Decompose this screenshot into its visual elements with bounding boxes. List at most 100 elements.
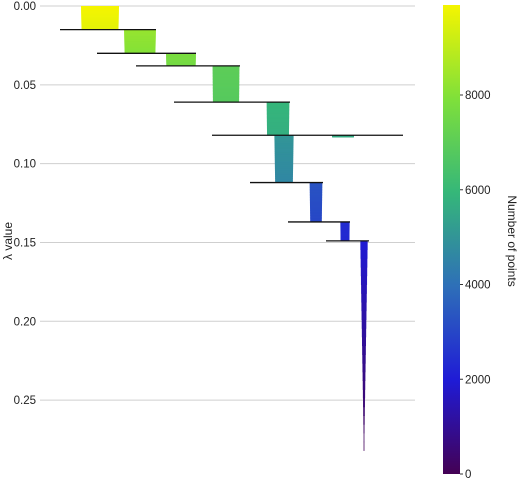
branch-segment [310, 212, 322, 215]
branch-segment [212, 82, 240, 85]
branch-segment [212, 81, 240, 83]
branch-segment [340, 224, 350, 226]
branch-segment [266, 106, 290, 109]
branch-segment [340, 236, 350, 239]
branch-segment [309, 200, 323, 203]
branch-segment [81, 7, 119, 10]
branch-segment [275, 180, 293, 183]
branch-segment [362, 345, 366, 355]
branch-segment [274, 151, 294, 154]
branch-segment [360, 258, 368, 268]
branch-segment [362, 380, 366, 390]
branch-segment [340, 222, 350, 224]
branch-segment [275, 174, 293, 178]
branch-segment [81, 6, 119, 8]
branch-segment [340, 227, 350, 229]
branch-segment [274, 135, 294, 138]
branch-segment [310, 205, 322, 208]
branch-segment [266, 118, 290, 121]
branch-segment [310, 210, 322, 213]
branch-segment [274, 154, 294, 158]
y-tick-label: 0.25 [14, 395, 36, 407]
branch-segment [212, 74, 240, 77]
branch-segment [266, 103, 290, 106]
branch-segment [340, 225, 350, 228]
branch-segment [81, 23, 119, 26]
branch-segment [166, 59, 196, 60]
branch-segment [266, 122, 290, 125]
branch-segment [309, 203, 323, 206]
branch-segment [360, 240, 368, 250]
colorbar-label: Number of points [505, 195, 519, 286]
branch-segment [309, 192, 323, 195]
branch-segment [212, 91, 240, 94]
branch-segment [124, 44, 156, 46]
branch-segment [310, 215, 322, 218]
y-axis-label: λ value [1, 222, 15, 260]
branch-segment [212, 99, 240, 102]
colorbar-tick-label: 8000 [465, 90, 491, 102]
branch-segment [340, 238, 350, 240]
branch-segment [124, 47, 156, 49]
branch-segment [166, 63, 196, 65]
branch-segment [81, 11, 119, 14]
branch-segment [274, 160, 294, 164]
branch-segment [212, 71, 240, 74]
branch-segment [266, 115, 290, 118]
branch-segment [266, 128, 290, 131]
branch-segment [274, 168, 294, 172]
branch-segment [361, 302, 367, 312]
branch-segment [124, 46, 156, 48]
branch-segment [267, 132, 289, 135]
branch-segment [340, 235, 350, 237]
branch-segment [340, 232, 350, 234]
branch-segment [360, 249, 368, 259]
branch-segment [266, 111, 290, 114]
branch-segment [340, 226, 350, 228]
branch-segment [166, 62, 196, 64]
branch-segment [340, 231, 350, 233]
branch-segment [266, 124, 290, 126]
branch-segment [212, 97, 240, 100]
branch-segment [212, 68, 240, 71]
branch-segment [310, 218, 322, 221]
branch-segment [124, 51, 156, 53]
branch-segment [166, 64, 196, 66]
branch-segment [361, 310, 367, 320]
branch-segment [309, 195, 323, 198]
branch-segment [124, 29, 156, 32]
branch-segment [274, 164, 294, 168]
branch-segment [309, 197, 323, 200]
branch-segment [166, 60, 196, 62]
branch-segment [362, 363, 366, 373]
branch-segment [266, 114, 290, 117]
branch-segment [363, 415, 365, 425]
branch-segment [124, 37, 156, 39]
branch-segment [81, 26, 119, 29]
branch-segment [274, 156, 294, 160]
branch-segment [361, 328, 367, 338]
branch-segment [266, 104, 290, 107]
branch-segment [166, 57, 196, 59]
branch-segment [340, 234, 350, 236]
branch-segment [360, 267, 368, 277]
branch-segment [166, 56, 196, 58]
branch-segment [310, 217, 322, 220]
y-tick-label: 0.15 [14, 237, 36, 249]
cluster-branch [166, 53, 196, 67]
branch-segment [81, 18, 119, 21]
branch-segment [340, 228, 350, 230]
branch-segment [212, 87, 240, 89]
branch-segment [81, 17, 119, 20]
branch-segment [81, 12, 119, 15]
branch-segment [212, 96, 240, 99]
branch-segment [212, 73, 240, 76]
branch-segment [124, 31, 156, 33]
branch-segment [124, 40, 156, 42]
branch-segment [309, 187, 323, 190]
branch-segment [310, 207, 322, 210]
branch-segment [124, 34, 156, 36]
branch-segment [166, 55, 196, 57]
colorbar-tick-label: 4000 [465, 280, 491, 292]
